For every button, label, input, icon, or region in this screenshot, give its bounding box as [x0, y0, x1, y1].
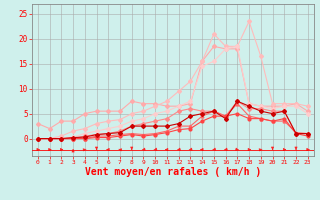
X-axis label: Vent moyen/en rafales ( km/h ): Vent moyen/en rafales ( km/h )	[85, 167, 261, 177]
